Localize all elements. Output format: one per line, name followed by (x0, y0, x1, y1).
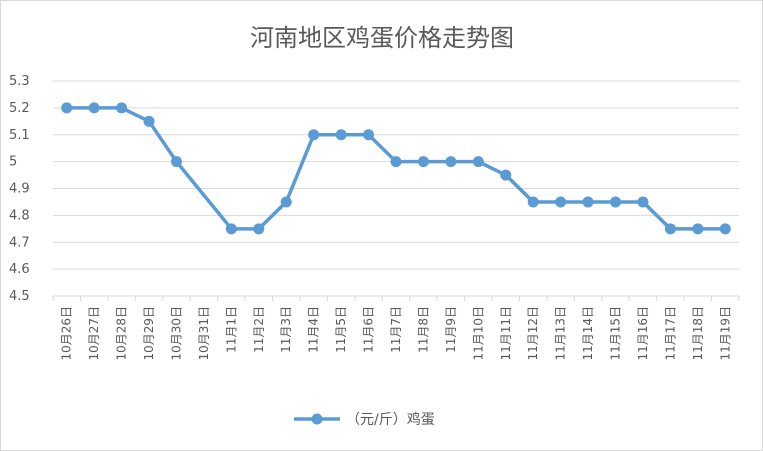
legend-label: （元/斤）鸡蛋 (346, 411, 435, 428)
data-point (308, 129, 320, 141)
legend: （元/斤）鸡蛋 (294, 411, 435, 428)
data-point (116, 102, 128, 114)
series-line (66, 106, 726, 231)
data-point (253, 223, 265, 235)
x-tick-label: 11月8日 (416, 306, 430, 353)
x-tick-label: 11月15日 (609, 306, 623, 361)
data-point (555, 196, 567, 208)
y-tick-label: 4.7 (9, 235, 30, 250)
data-point (719, 223, 731, 235)
data-point (664, 223, 676, 235)
x-tick-label: 11月1日 (224, 306, 238, 353)
chart-title: 河南地区鸡蛋价格走势图 (250, 24, 514, 52)
x-tick-label: 11月18日 (691, 306, 705, 361)
y-tick-label: 4.8 (9, 208, 30, 223)
y-tick-label: 5 (9, 155, 17, 170)
y-axis-ticks: 4.5 4.6 4.7 4.8 4.9 5 5.1 5.2 5.3 (9, 74, 30, 304)
data-point (527, 196, 539, 208)
x-tick-label: 11月17日 (663, 306, 677, 361)
y-tick-label: 4.5 (9, 289, 30, 304)
y-tick-label: 4.9 (9, 182, 30, 197)
data-point (143, 115, 155, 127)
data-point (61, 102, 73, 114)
x-tick-label: 11月13日 (554, 306, 568, 361)
x-tick-label: 11月7日 (389, 306, 403, 353)
data-point (363, 129, 375, 141)
x-tick-label: 11月14日 (581, 306, 595, 361)
data-point (610, 196, 622, 208)
gridlines (53, 80, 739, 297)
y-tick-label: 5.2 (9, 101, 30, 116)
data-point (500, 169, 512, 181)
x-tick-label: 10月30日 (169, 306, 183, 361)
x-tick-label: 10月29日 (142, 306, 156, 361)
data-point (692, 223, 704, 235)
x-tick-label: 11月6日 (362, 306, 376, 353)
x-tick-label: 11月5日 (334, 306, 348, 353)
x-tick-label: 10月27日 (87, 306, 101, 361)
data-point (390, 156, 402, 168)
data-point (225, 223, 237, 235)
x-tick-label: 11月11日 (499, 306, 513, 361)
x-tick-label: 11月12日 (526, 306, 540, 361)
x-tick-label: 11月19日 (718, 306, 732, 361)
data-point (417, 156, 429, 168)
x-tick-label: 11月3日 (279, 306, 293, 353)
series-line-group (61, 102, 731, 235)
legend-marker-swatch (311, 413, 323, 425)
x-tick-label: 11月2日 (252, 306, 266, 353)
data-point (280, 196, 292, 208)
x-tick-label: 10月31日 (197, 306, 211, 361)
y-tick-label: 5.1 (9, 128, 30, 143)
x-tick-label: 11月10日 (471, 306, 485, 361)
data-point (88, 102, 100, 114)
data-point (582, 196, 594, 208)
data-point (445, 156, 457, 168)
x-tick-label: 11月4日 (307, 306, 321, 353)
y-tick-label: 4.6 (9, 262, 30, 277)
data-point (472, 156, 484, 168)
y-tick-label: 5.3 (9, 74, 30, 89)
x-tick-label: 10月28日 (115, 306, 129, 361)
x-tick-label: 10月26日 (60, 306, 74, 361)
data-point (637, 196, 649, 208)
x-axis-ticks: 10月26日 10月27日 10月28日 10月29日 10月30日 10月31日 11月1… (52, 296, 740, 361)
data-point (170, 156, 182, 168)
x-tick-label: 11月9日 (444, 306, 458, 353)
data-point (335, 129, 347, 141)
x-tick-label: 11月16日 (636, 306, 650, 361)
